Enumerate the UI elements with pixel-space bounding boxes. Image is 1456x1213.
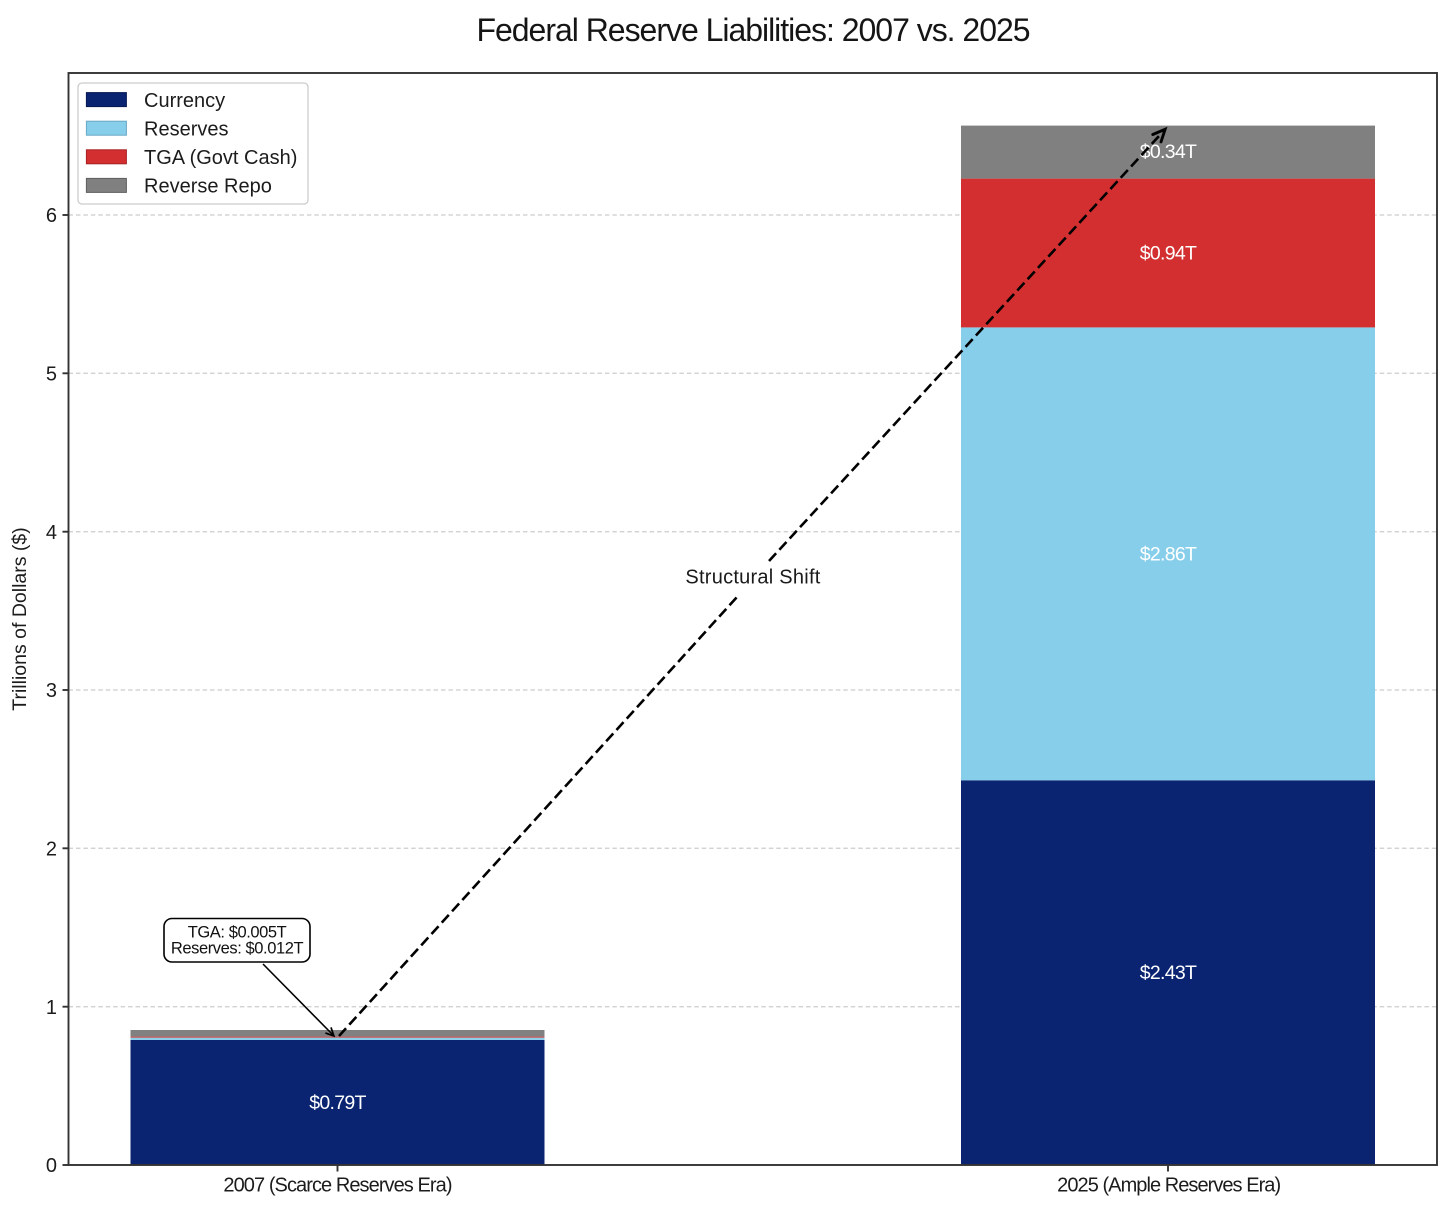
svg-text:0: 0	[46, 1155, 57, 1177]
svg-text:Reserves: $0.012T: Reserves: $0.012T	[171, 940, 304, 958]
svg-text:$0.34T: $0.34T	[1140, 141, 1197, 163]
svg-text:Reverse Repo: Reverse Repo	[144, 176, 272, 198]
svg-text:1: 1	[46, 997, 57, 1019]
svg-text:2007 (Scarce Reserves Era): 2007 (Scarce Reserves Era)	[223, 1175, 451, 1197]
svg-text:$2.86T: $2.86T	[1140, 543, 1197, 565]
svg-text:6: 6	[46, 205, 57, 227]
svg-text:$0.79T: $0.79T	[309, 1092, 366, 1114]
svg-text:3: 3	[46, 680, 57, 702]
svg-text:Currency: Currency	[144, 90, 225, 112]
svg-text:5: 5	[46, 364, 57, 386]
svg-text:TGA (Govt Cash): TGA (Govt Cash)	[144, 147, 297, 169]
svg-text:Trillions of Dollars ($): Trillions of Dollars ($)	[9, 527, 31, 710]
svg-text:Structural Shift: Structural Shift	[685, 567, 820, 589]
svg-text:4: 4	[46, 522, 57, 544]
svg-text:Federal Reserve Liabilities: 2: Federal Reserve Liabilities: 2007 vs. 20…	[476, 12, 1029, 48]
svg-text:2025 (Ample Reserves Era): 2025 (Ample Reserves Era)	[1057, 1175, 1280, 1197]
svg-text:Reserves: Reserves	[144, 118, 228, 140]
svg-text:$2.43T: $2.43T	[1140, 962, 1197, 984]
svg-text:TGA: $0.005T: TGA: $0.005T	[188, 923, 287, 941]
svg-text:2: 2	[46, 839, 57, 861]
svg-text:$0.94T: $0.94T	[1140, 243, 1197, 265]
